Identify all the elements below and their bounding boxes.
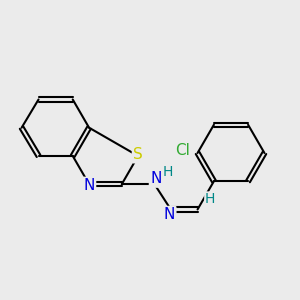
Text: S: S xyxy=(133,147,143,162)
Text: H: H xyxy=(205,192,215,206)
Text: N: N xyxy=(164,207,175,222)
Text: N: N xyxy=(83,178,95,193)
Text: Cl: Cl xyxy=(175,143,190,158)
Text: H: H xyxy=(163,165,173,179)
Text: N: N xyxy=(150,171,162,186)
